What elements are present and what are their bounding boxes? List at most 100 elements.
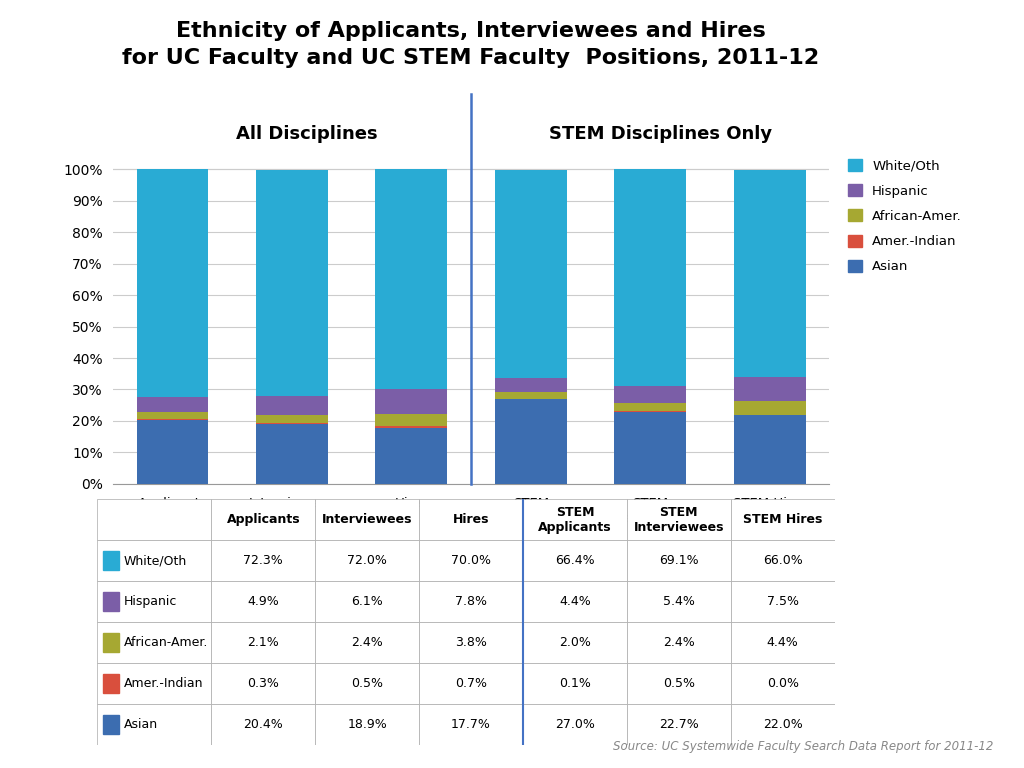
Text: 3.8%: 3.8%	[455, 636, 487, 649]
Text: Interviewees: Interviewees	[322, 513, 413, 526]
Text: 0.0%: 0.0%	[767, 677, 799, 690]
Text: STEM Disciplines Only: STEM Disciplines Only	[549, 125, 772, 144]
Bar	[103, 674, 120, 693]
Bar	[614, 403, 686, 411]
FancyBboxPatch shape	[211, 663, 315, 704]
Text: 0.5%: 0.5%	[351, 677, 383, 690]
Text: 17.7%: 17.7%	[452, 718, 492, 731]
Bar	[614, 169, 686, 386]
FancyBboxPatch shape	[731, 499, 835, 540]
Bar	[103, 551, 120, 570]
Text: 72.3%: 72.3%	[244, 554, 284, 567]
Bar	[256, 170, 328, 396]
FancyBboxPatch shape	[731, 663, 835, 704]
Text: 66.4%: 66.4%	[555, 554, 595, 567]
Bar	[614, 411, 686, 412]
FancyBboxPatch shape	[315, 622, 419, 663]
FancyBboxPatch shape	[97, 499, 211, 540]
Bar	[495, 392, 566, 399]
Text: Hires: Hires	[453, 513, 489, 526]
Text: Hispanic: Hispanic	[124, 595, 177, 608]
FancyBboxPatch shape	[315, 663, 419, 704]
FancyBboxPatch shape	[731, 581, 835, 622]
Text: All Disciplines: All Disciplines	[237, 125, 378, 144]
FancyBboxPatch shape	[627, 581, 731, 622]
FancyBboxPatch shape	[523, 581, 627, 622]
FancyBboxPatch shape	[211, 704, 315, 745]
Text: Ethnicity of Applicants, Interviewees and Hires: Ethnicity of Applicants, Interviewees an…	[176, 21, 766, 41]
Bar	[376, 429, 447, 484]
Bar	[103, 715, 120, 733]
FancyBboxPatch shape	[97, 581, 211, 622]
Bar	[495, 399, 566, 484]
Text: 2.1%: 2.1%	[248, 636, 280, 649]
Text: 5.4%: 5.4%	[663, 595, 694, 608]
FancyBboxPatch shape	[523, 499, 627, 540]
FancyBboxPatch shape	[523, 663, 627, 704]
Bar	[103, 592, 120, 611]
FancyBboxPatch shape	[627, 663, 731, 704]
FancyBboxPatch shape	[627, 704, 731, 745]
FancyBboxPatch shape	[419, 581, 523, 622]
FancyBboxPatch shape	[211, 540, 315, 581]
Text: Asian: Asian	[124, 718, 158, 731]
Bar	[734, 415, 806, 484]
Text: 22.0%: 22.0%	[763, 718, 803, 731]
Text: 4.4%: 4.4%	[767, 636, 799, 649]
FancyBboxPatch shape	[315, 499, 419, 540]
FancyBboxPatch shape	[419, 663, 523, 704]
Bar	[256, 415, 328, 423]
Text: 7.8%: 7.8%	[455, 595, 487, 608]
FancyBboxPatch shape	[97, 540, 211, 581]
FancyBboxPatch shape	[315, 581, 419, 622]
FancyBboxPatch shape	[97, 663, 211, 704]
Bar	[136, 419, 208, 484]
Bar	[734, 170, 806, 377]
Bar	[376, 426, 447, 429]
Text: African-Amer.: African-Amer.	[124, 636, 208, 649]
Text: White/Oth: White/Oth	[124, 554, 187, 567]
Text: 2.0%: 2.0%	[559, 636, 591, 649]
FancyBboxPatch shape	[211, 622, 315, 663]
Bar	[734, 377, 806, 401]
Bar	[103, 634, 120, 652]
Text: 2.4%: 2.4%	[351, 636, 383, 649]
Bar	[136, 169, 208, 397]
Text: for UC Faculty and UC STEM Faculty  Positions, 2011-12: for UC Faculty and UC STEM Faculty Posit…	[123, 48, 819, 68]
FancyBboxPatch shape	[731, 704, 835, 745]
Text: 69.1%: 69.1%	[659, 554, 698, 567]
Text: 22.7%: 22.7%	[658, 718, 698, 731]
Text: 6.1%: 6.1%	[351, 595, 383, 608]
Text: STEM
Interviewees: STEM Interviewees	[634, 505, 724, 534]
Legend: White/Oth, Hispanic, African-Amer., Amer.-Indian, Asian: White/Oth, Hispanic, African-Amer., Amer…	[843, 154, 968, 279]
Text: 66.0%: 66.0%	[763, 554, 803, 567]
Bar	[256, 423, 328, 425]
Text: 4.9%: 4.9%	[248, 595, 280, 608]
Text: STEM
Applicants: STEM Applicants	[539, 505, 611, 534]
FancyBboxPatch shape	[731, 540, 835, 581]
FancyBboxPatch shape	[627, 540, 731, 581]
Text: 7.5%: 7.5%	[767, 595, 799, 608]
Bar	[376, 389, 447, 414]
Bar	[376, 414, 447, 426]
FancyBboxPatch shape	[97, 622, 211, 663]
FancyBboxPatch shape	[523, 704, 627, 745]
FancyBboxPatch shape	[315, 704, 419, 745]
Text: 18.9%: 18.9%	[347, 718, 387, 731]
FancyBboxPatch shape	[315, 540, 419, 581]
FancyBboxPatch shape	[523, 622, 627, 663]
Text: 0.3%: 0.3%	[248, 677, 280, 690]
Bar	[256, 396, 328, 415]
FancyBboxPatch shape	[627, 499, 731, 540]
FancyBboxPatch shape	[731, 622, 835, 663]
Bar	[614, 412, 686, 484]
Text: 0.5%: 0.5%	[663, 677, 694, 690]
Bar	[136, 397, 208, 412]
Bar	[376, 169, 447, 389]
Bar	[256, 425, 328, 484]
FancyBboxPatch shape	[97, 704, 211, 745]
Text: 70.0%: 70.0%	[452, 554, 492, 567]
FancyBboxPatch shape	[419, 499, 523, 540]
FancyBboxPatch shape	[419, 622, 523, 663]
FancyBboxPatch shape	[211, 581, 315, 622]
